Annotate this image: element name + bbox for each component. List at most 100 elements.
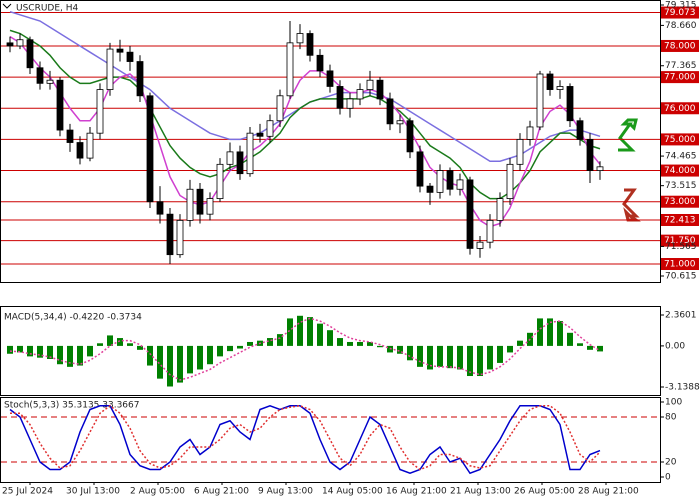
x-tick-label: 26 Aug 05:00 — [514, 487, 575, 497]
stoch-title: Stoch(5,3,3) 35.3135 33.3667 — [4, 401, 139, 411]
stoch-line — [9, 404, 601, 475]
candle-body — [456, 179, 464, 190]
candle-body — [466, 179, 474, 249]
macd-bar — [537, 318, 543, 346]
macd-bar — [227, 345, 233, 352]
level-label-box — [661, 133, 699, 146]
up-arrow — [618, 118, 638, 152]
macd-bar — [587, 345, 593, 350]
macd-bar — [17, 345, 23, 353]
candle-body — [556, 86, 564, 90]
y-tick-label: 20 — [665, 458, 677, 468]
candle-body — [206, 198, 214, 215]
chart-title: USCRUDE, H4 — [16, 4, 79, 14]
candle-body — [436, 170, 444, 193]
y-tick-label: 70.615 — [665, 272, 697, 282]
macd-bar — [477, 345, 483, 377]
level-label-box — [661, 6, 699, 19]
level-label-box — [661, 213, 699, 226]
macd-bar — [177, 345, 183, 383]
macd-bar — [487, 345, 493, 370]
macd-bar — [577, 343, 583, 346]
macd-bar — [127, 343, 133, 346]
candle-body — [56, 79, 64, 131]
candle-body — [506, 163, 514, 199]
candle-body — [526, 126, 534, 140]
candle-body — [496, 198, 504, 221]
candle-body — [586, 139, 594, 171]
macd-bar — [317, 323, 323, 346]
macd-bar — [277, 334, 283, 346]
macd-bar — [187, 345, 193, 374]
candle-body — [336, 86, 344, 109]
level-label: 73.000 — [664, 197, 696, 207]
macd-bar — [217, 345, 223, 357]
candle-body — [516, 139, 524, 165]
macd-bar — [137, 345, 143, 350]
candle-body — [136, 61, 144, 97]
macd-bar — [107, 335, 113, 346]
candle-body — [6, 42, 14, 47]
level-label: 71.000 — [664, 260, 696, 270]
candle-body — [196, 188, 204, 215]
candle-body — [16, 39, 24, 47]
level-label-box — [661, 258, 699, 271]
macd-bar — [457, 345, 463, 370]
candle-body — [146, 95, 154, 203]
macd-bar — [307, 317, 313, 346]
stoch-line — [10, 404, 601, 471]
candle-body — [286, 42, 294, 97]
candle-body — [116, 48, 124, 53]
macd-bar — [77, 345, 83, 366]
candle-body — [36, 67, 44, 84]
y-tick-label: 0 — [665, 473, 671, 483]
macd-bar — [287, 318, 293, 346]
candle-body — [576, 120, 584, 140]
candle-body — [106, 48, 114, 90]
candle-body — [226, 151, 234, 165]
macd-bar — [297, 315, 303, 346]
candle-body — [246, 132, 254, 175]
level-label: 74.000 — [664, 166, 696, 176]
macd-bar — [27, 345, 33, 357]
y-tick-label: 77.365 — [665, 61, 697, 71]
macd-bar — [197, 345, 203, 370]
macd-bar — [147, 345, 153, 366]
candle-body — [96, 89, 104, 134]
macd-bar — [237, 345, 243, 349]
candle-body — [156, 201, 164, 215]
macd-bar — [247, 341, 253, 346]
candle-body — [236, 151, 244, 175]
level-label: 72.413 — [664, 215, 696, 225]
level-label-box — [661, 195, 699, 208]
candle-body — [326, 70, 334, 87]
candle-body — [426, 185, 434, 193]
candle-body — [346, 98, 354, 109]
macd-bar — [417, 345, 423, 367]
candle-body — [176, 219, 184, 256]
candle-body — [566, 86, 574, 122]
candle-body — [396, 120, 404, 125]
candle-body — [316, 54, 324, 72]
level-label: 71.750 — [664, 236, 696, 246]
x-tick-label: 28 Aug 21:00 — [578, 487, 639, 497]
macd-bar — [437, 345, 443, 367]
macd-bar — [167, 345, 173, 387]
y-tick-label: -3.1388 — [665, 383, 700, 393]
macd-bar — [367, 341, 373, 346]
candle-body — [376, 79, 384, 100]
macd-bar — [47, 345, 53, 359]
ma-line — [9, 10, 601, 162]
y-tick-label: 0.00 — [665, 341, 685, 351]
candle-body — [76, 142, 84, 159]
x-tick-label: 21 Aug 13:00 — [450, 487, 511, 497]
macd-bar — [67, 345, 73, 367]
level-label: 77.000 — [664, 73, 696, 83]
candle-body — [296, 33, 304, 44]
macd-bar — [597, 345, 603, 352]
candle-body — [406, 120, 414, 153]
macd-bar — [427, 345, 433, 370]
macd-bar — [347, 341, 353, 346]
macd-title: MACD(5,34,4) -0.4220 -0.3734 — [4, 313, 142, 323]
